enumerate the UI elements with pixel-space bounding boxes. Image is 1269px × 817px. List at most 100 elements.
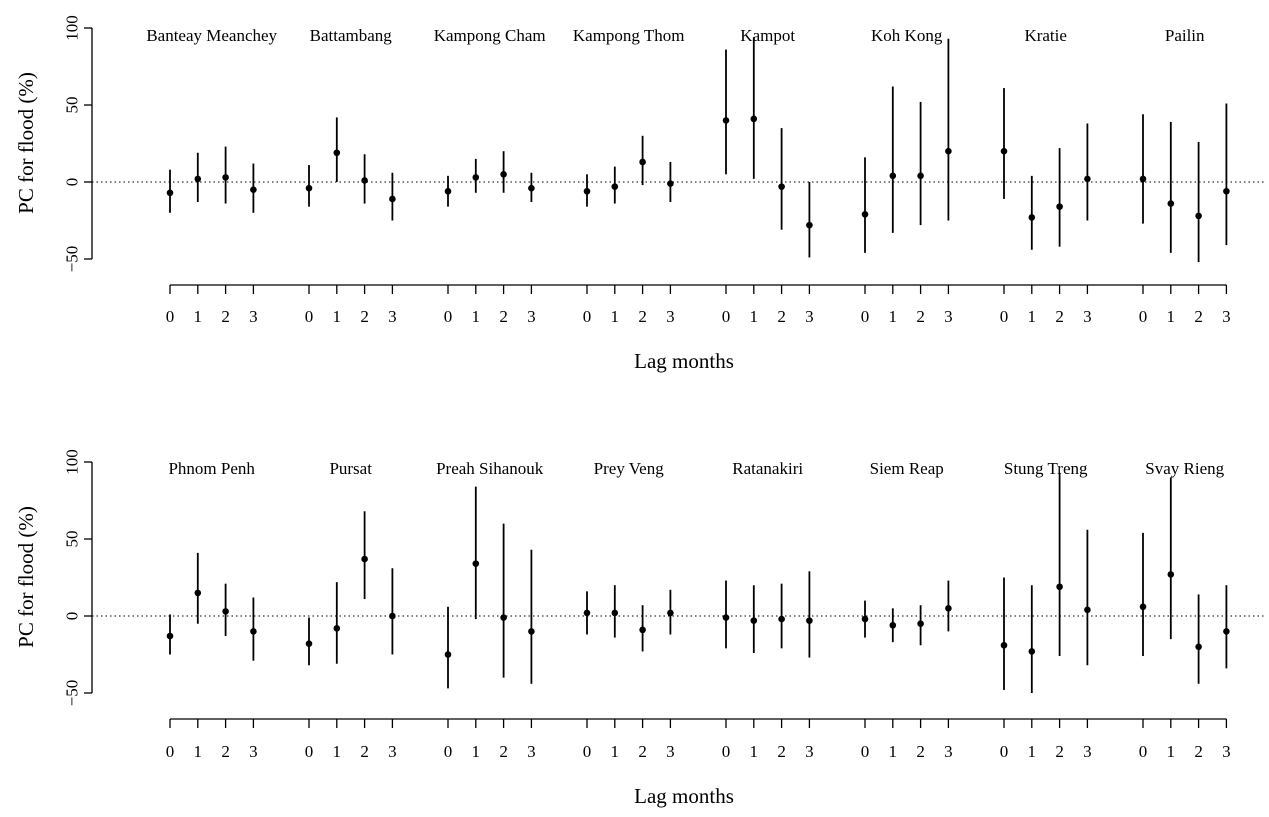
province-label: Siem Reap <box>870 459 944 478</box>
province-label: Kampong Thom <box>573 26 685 45</box>
point-estimate <box>889 621 897 629</box>
point-estimate <box>166 189 174 197</box>
y-tick-label: −50 <box>63 246 82 273</box>
point-estimate <box>361 555 368 563</box>
province-label: Banteay Meanchey <box>146 26 277 45</box>
y-tick-label: 50 <box>63 531 82 548</box>
x-tick-label: 0 <box>861 307 870 326</box>
x-tick-label: 1 <box>1167 307 1176 326</box>
x-tick-label: 2 <box>360 742 369 761</box>
point-estimate <box>500 614 507 621</box>
point-estimate <box>389 612 396 620</box>
x-axis-title: Lag months <box>634 784 734 808</box>
x-tick-label: 2 <box>1194 742 1203 761</box>
point-estimate <box>1000 147 1008 155</box>
point-estimate <box>389 195 396 203</box>
point-estimate <box>583 187 591 195</box>
province-label: Kampot <box>740 26 795 45</box>
point-estimate <box>528 628 535 635</box>
point-estimate <box>444 187 452 195</box>
point-estimate <box>333 625 341 632</box>
point-estimate <box>917 620 924 627</box>
x-tick-label: 0 <box>583 742 592 761</box>
y-tick-label: 50 <box>63 97 82 114</box>
x-tick-label: 3 <box>388 307 397 326</box>
x-tick-label: 1 <box>472 307 481 326</box>
y-tick-label: 0 <box>63 178 82 187</box>
point-estimate <box>667 180 674 187</box>
point-estimate <box>1028 648 1036 655</box>
point-estimate <box>778 183 785 190</box>
x-tick-label: 1 <box>1028 307 1037 326</box>
point-estimate <box>750 115 758 123</box>
y-tick-label: 0 <box>63 612 82 621</box>
x-tick-label: 2 <box>777 742 786 761</box>
x-tick-label: 3 <box>805 742 814 761</box>
x-tick-label: 0 <box>1000 742 1009 761</box>
x-tick-label: 0 <box>722 742 731 761</box>
point-estimate <box>1084 606 1091 614</box>
x-tick-label: 2 <box>360 307 369 326</box>
point-estimate <box>1139 603 1147 611</box>
point-estimate <box>1195 212 1202 220</box>
point-estimate <box>1056 203 1063 210</box>
point-estimate <box>250 186 257 193</box>
x-tick-label: 3 <box>1222 742 1231 761</box>
x-tick-label: 1 <box>889 742 898 761</box>
point-estimate <box>305 640 313 648</box>
y-axis-title: PC for flood (%) <box>14 506 38 648</box>
x-tick-label: 2 <box>1055 307 1064 326</box>
point-estimate <box>1195 643 1202 651</box>
province-label: Kratie <box>1024 26 1066 45</box>
y-tick-label: −50 <box>63 680 82 707</box>
x-tick-label: 1 <box>472 742 481 761</box>
point-estimate <box>1139 175 1147 183</box>
point-estimate <box>722 614 730 621</box>
point-estimate <box>472 174 480 181</box>
point-estimate <box>611 183 619 190</box>
x-tick-label: 3 <box>527 307 536 326</box>
x-tick-label: 3 <box>805 307 814 326</box>
x-tick-label: 1 <box>611 307 620 326</box>
x-tick-label: 2 <box>221 742 230 761</box>
point-estimate <box>1167 200 1175 207</box>
point-estimate <box>917 172 924 180</box>
point-estimate <box>750 617 758 624</box>
x-tick-label: 0 <box>1000 307 1009 326</box>
point-estimate <box>945 147 952 155</box>
x-tick-label: 2 <box>916 742 925 761</box>
x-tick-label: 3 <box>666 742 675 761</box>
point-estimate <box>778 615 785 623</box>
x-tick-label: 1 <box>889 307 898 326</box>
x-tick-label: 1 <box>1028 742 1037 761</box>
point-estimate <box>250 628 257 635</box>
point-estimate <box>222 174 229 181</box>
x-tick-label: 0 <box>1139 307 1148 326</box>
x-tick-label: 1 <box>194 307 203 326</box>
x-axis-title: Lag months <box>634 349 734 373</box>
province-label: Pailin <box>1165 26 1205 45</box>
x-tick-label: 3 <box>1083 307 1092 326</box>
x-tick-label: 2 <box>499 742 508 761</box>
point-estimate <box>722 117 730 124</box>
x-tick-label: 1 <box>750 307 759 326</box>
point-estimate <box>667 609 674 617</box>
point-estimate <box>583 609 591 617</box>
x-tick-label: 0 <box>305 307 314 326</box>
x-tick-label: 2 <box>777 307 786 326</box>
point-estimate <box>305 184 313 192</box>
x-tick-label: 3 <box>666 307 675 326</box>
x-tick-label: 0 <box>583 307 592 326</box>
point-estimate <box>444 651 452 658</box>
point-estimate <box>861 615 869 623</box>
x-tick-label: 2 <box>1055 742 1064 761</box>
province-label: Pursat <box>329 459 372 478</box>
x-tick-label: 0 <box>1139 742 1148 761</box>
province-label: Prey Veng <box>594 459 665 478</box>
x-tick-label: 2 <box>221 307 230 326</box>
point-estimate <box>194 175 202 183</box>
province-label: Kampong Cham <box>434 26 546 45</box>
